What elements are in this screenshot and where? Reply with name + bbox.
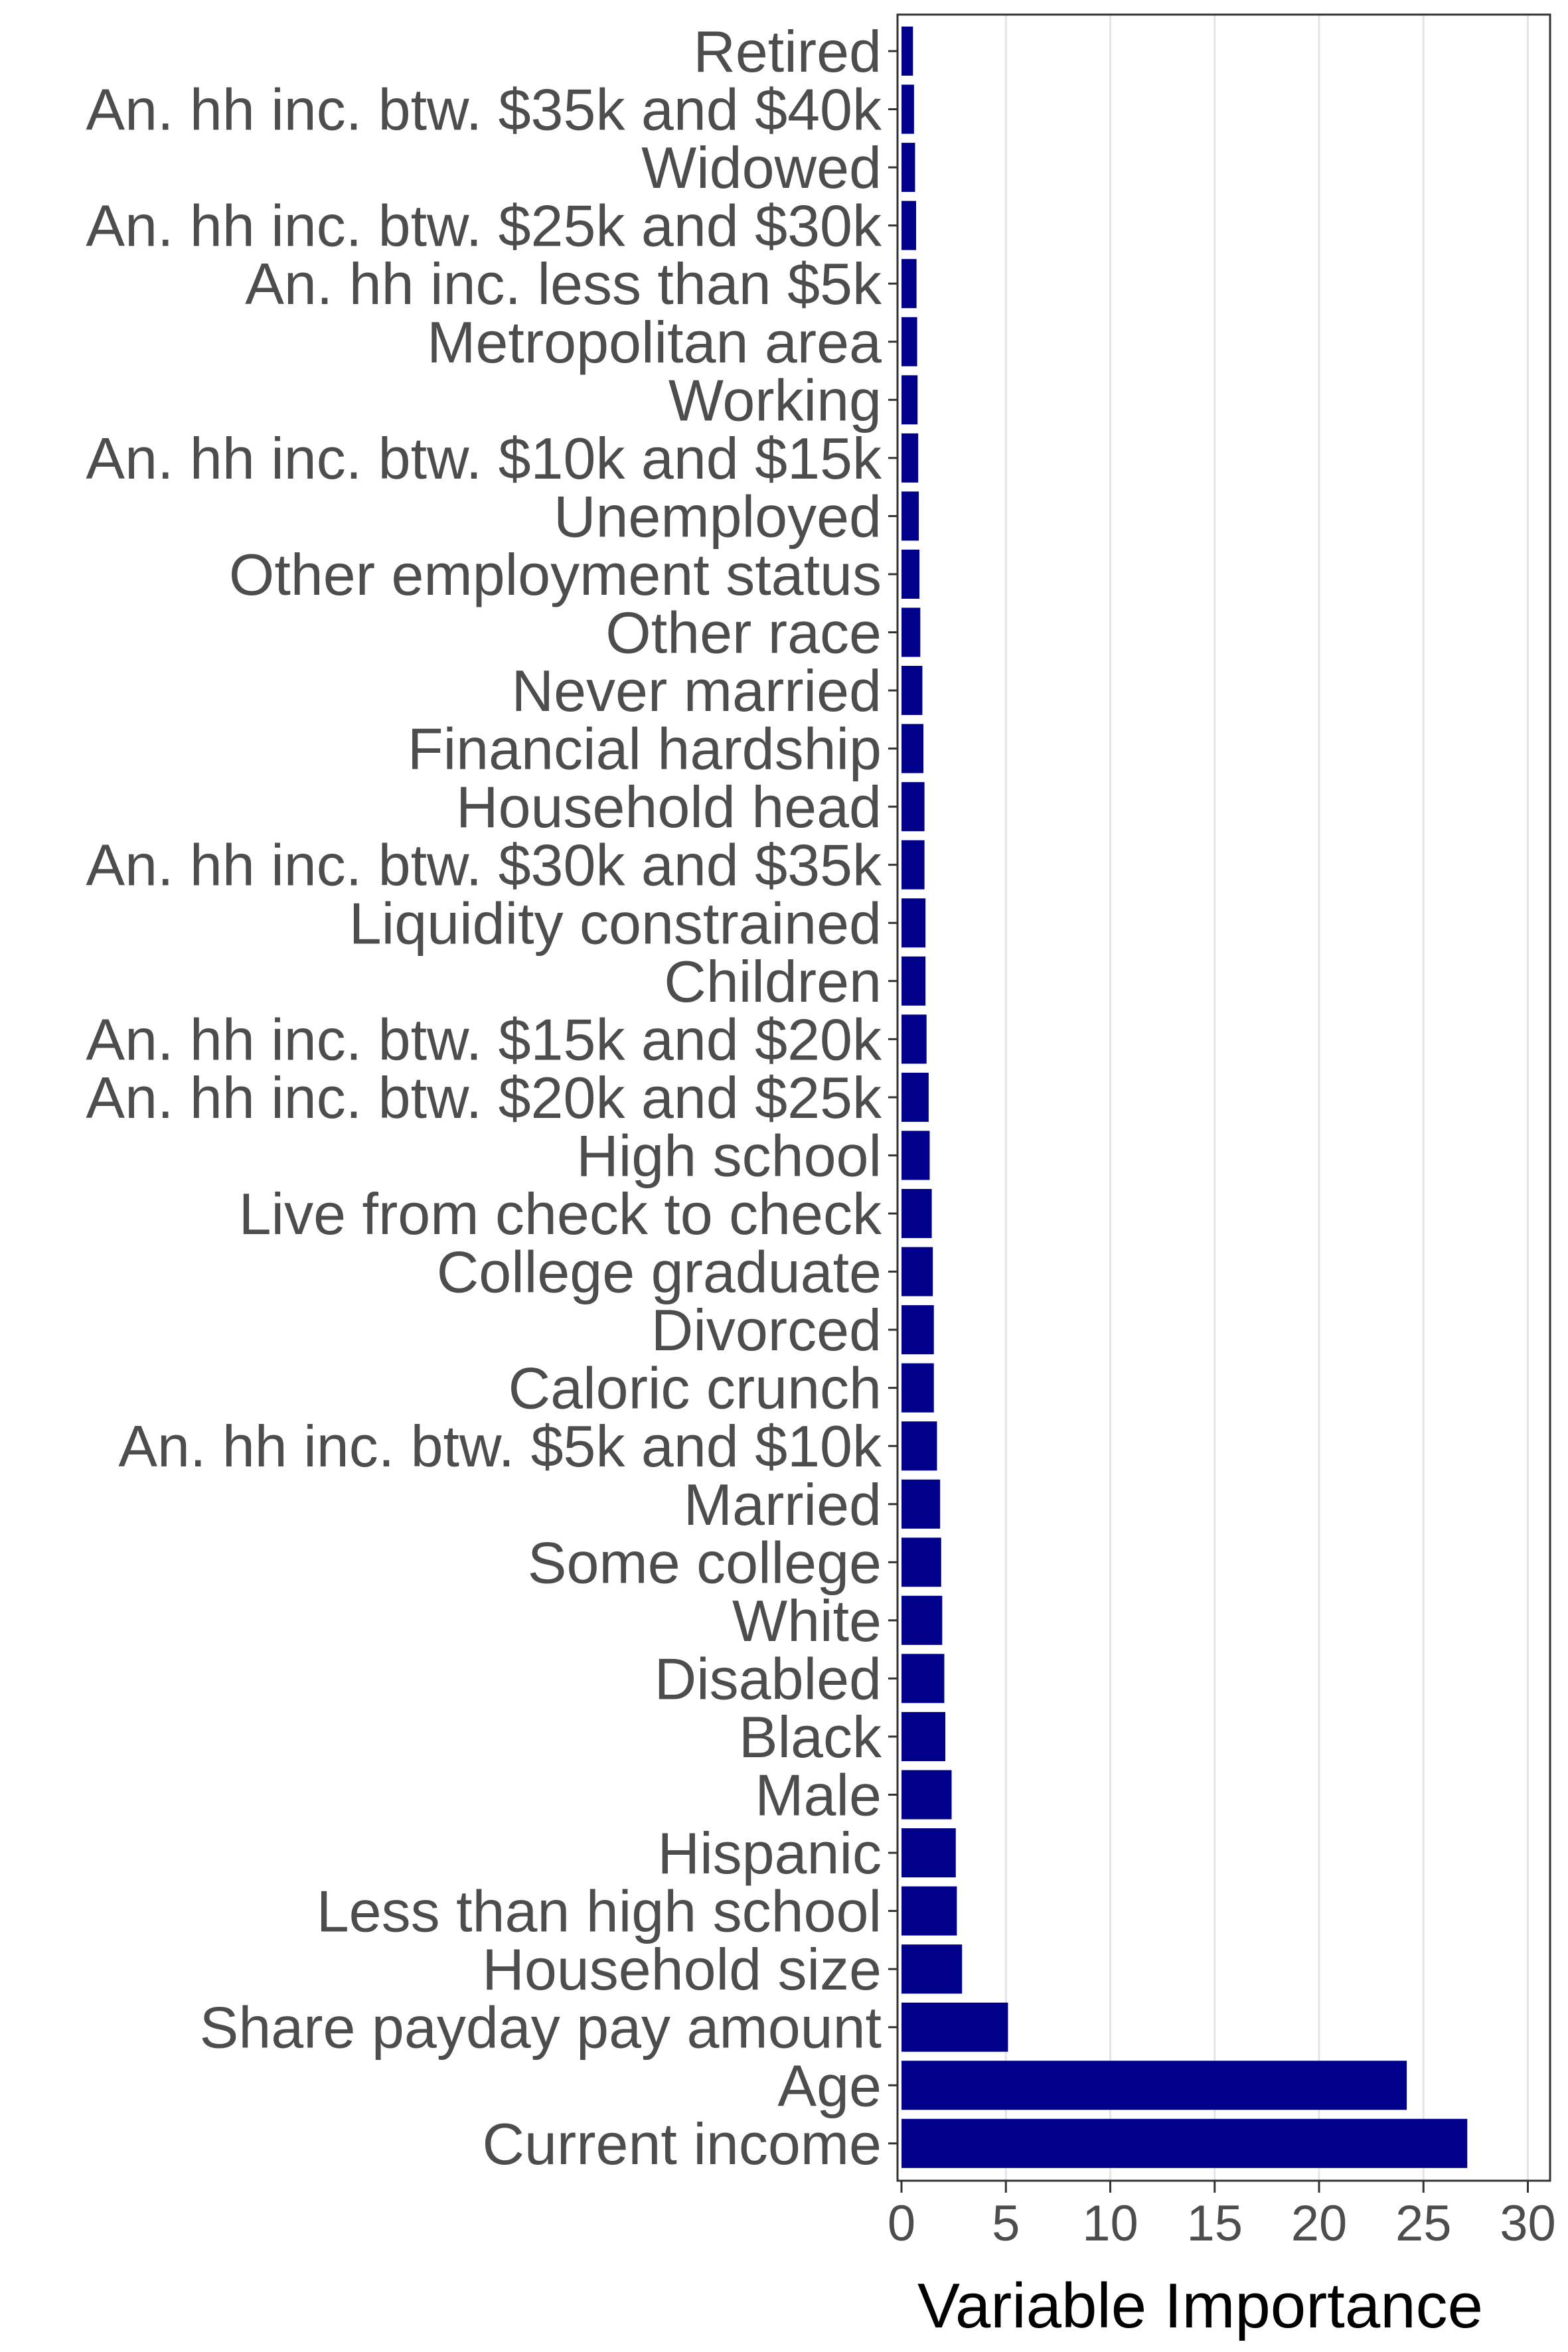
bar-male <box>902 1770 952 1820</box>
y-tick-label-an-hh-inc-btw-20k-and-25k: An. hh inc. btw. $20k and $25k <box>86 1065 882 1131</box>
x-tick-label-15: 15 <box>1186 2195 1243 2252</box>
bar-divorced <box>902 1305 934 1355</box>
y-tick-label-household-size: Household size <box>482 1936 882 2002</box>
y-tick-label-white: White <box>732 1588 882 1654</box>
x-tick-label-25: 25 <box>1395 2195 1452 2252</box>
bar-white <box>902 1595 943 1645</box>
x-tick-label-30: 30 <box>1500 2195 1556 2252</box>
y-tick-label-other-race: Other race <box>605 600 882 666</box>
y-tick-label-retired: Retired <box>693 19 882 84</box>
bar-children <box>902 956 926 1006</box>
y-tick-label-an-hh-inc-btw-5k-and-10k: An. hh inc. btw. $5k and $10k <box>118 1413 882 1479</box>
bar-hispanic <box>902 1828 956 1878</box>
y-tick-label-an-hh-inc-btw-15k-and-20k: An. hh inc. btw. $15k and $20k <box>86 1006 882 1072</box>
bar-married <box>902 1479 941 1529</box>
x-tick-label-0: 0 <box>888 2195 915 2252</box>
bar-share-payday-pay-amount <box>902 2002 1008 2052</box>
bar-unemployed <box>902 491 919 541</box>
bar-current-income <box>902 2118 1468 2168</box>
gridlines <box>1004 15 1529 2181</box>
bar-never-married <box>902 666 923 716</box>
bar-an-hh-inc-less-than-5k <box>902 259 917 309</box>
bar-some-college <box>902 1537 941 1587</box>
bar-financial-hardship <box>902 724 924 773</box>
y-tick-label-share-payday-pay-amount: Share payday pay amount <box>200 1995 882 2061</box>
y-tick-label-metropolitan-area: Metropolitan area <box>427 309 882 375</box>
bar-high-school <box>902 1131 930 1180</box>
y-tick-label-male: Male <box>755 1763 882 1828</box>
bar-less-than-high-school <box>902 1886 957 1936</box>
y-tick-label-disabled: Disabled <box>655 1646 882 1711</box>
bar-an-hh-inc-btw-15k-and-20k <box>902 1014 927 1064</box>
y-tick-label-never-married: Never married <box>512 658 882 724</box>
y-tick-label-an-hh-inc-btw-10k-and-15k: An. hh inc. btw. $10k and $15k <box>86 426 882 491</box>
bar-liquidity-constrained <box>902 898 926 948</box>
y-tick-label-high-school: High school <box>576 1123 882 1188</box>
y-tick-label-widowed: Widowed <box>641 135 882 200</box>
bar-caloric-crunch <box>902 1363 934 1413</box>
y-tick-label-household-head: Household head <box>456 774 882 840</box>
y-tick-label-an-hh-inc-less-than-5k: An. hh inc. less than $5k <box>245 251 882 317</box>
bar-black <box>902 1711 946 1761</box>
bar-live-from-check-to-check <box>902 1189 932 1238</box>
y-tick-label-financial-hardship: Financial hardship <box>408 716 882 782</box>
y-tick-label-caloric-crunch: Caloric crunch <box>509 1356 882 1421</box>
bar-metropolitan-area <box>902 317 917 366</box>
bar-retired <box>902 27 913 76</box>
y-tick-label-current-income: Current income <box>482 2111 882 2177</box>
bar-working <box>902 375 918 425</box>
bar-other-employment-status <box>902 549 920 599</box>
bar-an-hh-inc-btw-10k-and-15k <box>902 433 919 483</box>
bar-age <box>902 2061 1407 2110</box>
bar-household-head <box>902 782 925 832</box>
bar-an-hh-inc-btw-20k-and-25k <box>902 1072 929 1122</box>
y-tick-label-some-college: Some college <box>528 1529 882 1595</box>
x-tick-label-20: 20 <box>1291 2195 1348 2252</box>
y-tick-label-liquidity-constrained: Liquidity constrained <box>349 890 882 956</box>
bar-an-hh-inc-btw-5k-and-10k <box>902 1421 937 1471</box>
x-tick-label-5: 5 <box>992 2195 1020 2252</box>
y-tick-label-less-than-high-school: Less than high school <box>317 1879 882 1944</box>
x-axis-title: Variable Importance <box>917 2270 1483 2341</box>
bar-widowed <box>902 143 915 193</box>
y-tick-label-college-graduate: College graduate <box>437 1239 882 1305</box>
bar-other-race <box>902 607 921 657</box>
y-tick-label-unemployed: Unemployed <box>554 483 882 549</box>
y-tick-label-other-employment-status: Other employment status <box>229 542 882 607</box>
bar-college-graduate <box>902 1247 933 1296</box>
bar-disabled <box>902 1654 945 1703</box>
y-tick-label-live-from-check-to-check: Live from check to check <box>239 1181 882 1247</box>
y-tick-label-children: Children <box>664 949 882 1014</box>
y-tick-label-age: Age <box>777 2053 882 2118</box>
y-tick-label-an-hh-inc-btw-35k-and-40k: An. hh inc. btw. $35k and $40k <box>86 77 882 143</box>
bar-an-hh-inc-btw-35k-and-40k <box>902 84 914 134</box>
bar-an-hh-inc-btw-30k-and-35k <box>902 840 925 890</box>
y-tick-label-divorced: Divorced <box>651 1297 882 1363</box>
y-tick-label-working: Working <box>668 367 882 433</box>
y-tick-label-married: Married <box>684 1472 882 1537</box>
x-tick-label-10: 10 <box>1082 2195 1138 2252</box>
y-tick-label-black: Black <box>739 1704 882 1770</box>
bars <box>902 27 1468 2168</box>
y-tick-label-an-hh-inc-btw-30k-and-35k: An. hh inc. btw. $30k and $35k <box>86 832 882 898</box>
bar-an-hh-inc-btw-25k-and-30k <box>902 200 917 250</box>
x-axis-ticks: 0 5 10 15 20 25 30 <box>888 2181 1556 2252</box>
y-tick-label-hispanic: Hispanic <box>658 1820 882 1886</box>
y-tick-label-an-hh-inc-btw-25k-and-30k: An. hh inc. btw. $25k and $30k <box>86 193 882 259</box>
bar-household-size <box>902 1944 963 1994</box>
